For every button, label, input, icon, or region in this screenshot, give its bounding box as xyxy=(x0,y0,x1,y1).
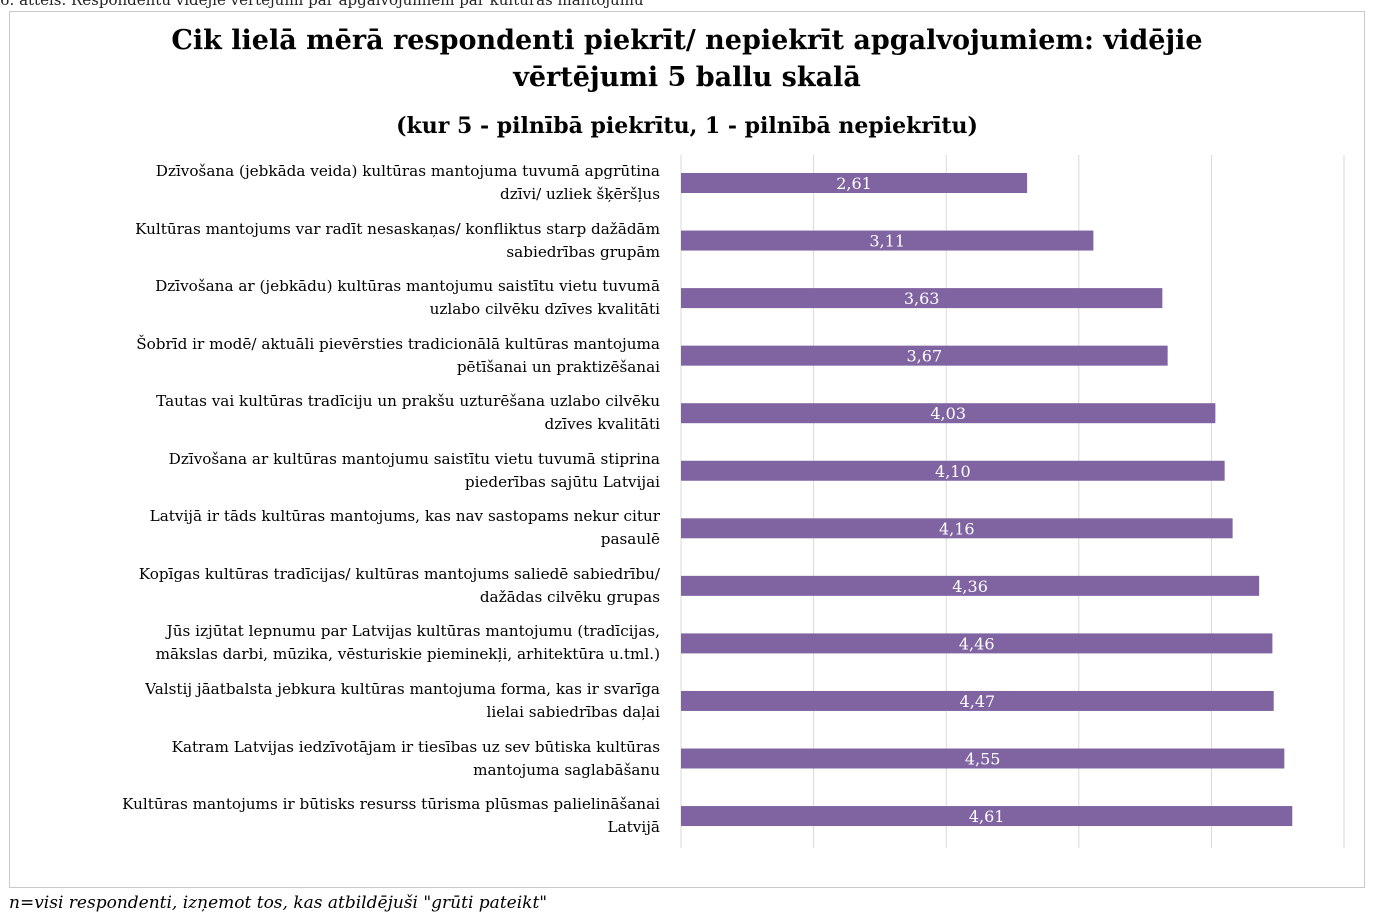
bar-5 xyxy=(681,403,1216,424)
bar-4 xyxy=(681,345,1168,366)
bar-value-label-12: 4,61 xyxy=(969,807,1005,826)
category-label-line: Valstij jāatbalsta jebkura kultūras mant… xyxy=(145,679,660,698)
category-label-line: Tautas vai kultūras tradīciju un prakšu … xyxy=(156,392,660,411)
category-label-12: Kultūras mantojums ir būtisks resurss tū… xyxy=(20,793,660,839)
bar-9 xyxy=(681,633,1273,654)
bar-value-label-2: 3,11 xyxy=(869,232,905,251)
bar-value-label-11: 4,55 xyxy=(965,750,1001,769)
category-label-line: mākslas darbi, mūzika, vēsturiskie piemi… xyxy=(155,645,660,664)
category-label-line: Latvijā xyxy=(607,818,660,837)
category-label-line: lielai sabiedrības daļai xyxy=(486,702,661,721)
bar-8 xyxy=(681,575,1260,596)
category-label-7: Latvijā ir tāds kultūras mantojums, kas … xyxy=(20,505,660,551)
chart-frame xyxy=(9,11,1365,888)
category-label-line: piederības sajūtu Latvijai xyxy=(464,472,660,491)
bar-2 xyxy=(681,230,1094,251)
bar-value-label-7: 4,16 xyxy=(939,519,975,538)
bar-value-label-3: 3,63 xyxy=(904,289,940,308)
category-label-line: Šobrīd ir modē/ aktuāli pievērsties trad… xyxy=(136,334,660,353)
category-label-11: Katram Latvijas iedzīvotājam ir tiesības… xyxy=(20,736,660,782)
bar-value-label-1: 2,61 xyxy=(836,174,872,193)
bar-12 xyxy=(681,806,1293,827)
category-label-line: dzīvi/ uzliek šķēršļus xyxy=(500,185,660,203)
bar-value-label-5: 4,03 xyxy=(930,404,966,423)
category-label-line: dzīves kvalitāti xyxy=(544,415,660,434)
category-label-line: Kopīgas kultūras tradīcijas/ kultūras ma… xyxy=(138,564,660,583)
bar-10 xyxy=(681,690,1274,711)
category-label-line: Jūs izjūtat lepnumu par Latvijas kultūra… xyxy=(166,622,660,641)
bar-11 xyxy=(681,748,1285,769)
bar-3 xyxy=(681,288,1163,309)
chart-title: Cik lielā mērā respondenti piekrīt/ nepi… xyxy=(0,22,1374,96)
category-label-line: Kultūras mantojums var radīt nesaskaņas/… xyxy=(135,219,660,238)
category-label-line: sabiedrības grupām xyxy=(506,242,660,261)
bar-value-label-8: 4,36 xyxy=(952,577,988,596)
category-label-2: Kultūras mantojums var radīt nesaskaņas/… xyxy=(20,218,660,264)
category-label-10: Valstij jāatbalsta jebkura kultūras mant… xyxy=(20,678,660,724)
chart-title-line-2: vērtējumi 5 ballu skalā xyxy=(513,62,861,93)
bar-value-label-6: 4,10 xyxy=(935,462,971,481)
top-caption: 6. attēls. Respondentu vidējie vērtējumi… xyxy=(0,0,644,9)
category-label-line: Dzīvošana (jebkāda veida) kultūras manto… xyxy=(155,162,660,180)
category-label-6: Dzīvošana ar kultūras mantojumu saistītu… xyxy=(20,448,660,494)
category-label-line: dažādas cilvēku grupas xyxy=(479,587,660,606)
bar-value-label-10: 4,47 xyxy=(960,692,996,711)
category-label-5: Tautas vai kultūras tradīciju un prakšu … xyxy=(20,390,660,436)
category-label-line: Latvijā ir tāds kultūras mantojums, kas … xyxy=(149,507,660,526)
category-label-line: mantojuma saglabāšanu xyxy=(473,760,660,779)
category-label-line: Kultūras mantojums ir būtisks resurss tū… xyxy=(122,795,660,814)
bar-7 xyxy=(681,518,1233,539)
bar-1 xyxy=(681,173,1028,193)
bar-value-label-4: 3,67 xyxy=(907,347,943,366)
category-label-3: Dzīvošana ar (jebkādu) kultūras mantojum… xyxy=(20,275,660,321)
category-label-line: uzlabo cilvēku dzīves kvalitāti xyxy=(429,300,660,319)
category-label-line: Dzīvošana ar kultūras mantojumu saistītu… xyxy=(168,449,660,468)
category-label-1: Dzīvošana (jebkāda veida) kultūras manto… xyxy=(20,160,660,206)
category-label-line: pasaulē xyxy=(600,530,660,549)
bar-value-label-9: 4,46 xyxy=(959,634,995,653)
category-label-9: Jūs izjūtat lepnumu par Latvijas kultūra… xyxy=(20,620,660,666)
category-label-8: Kopīgas kultūras tradīcijas/ kultūras ma… xyxy=(20,563,660,609)
category-label-line: Dzīvošana ar (jebkādu) kultūras mantojum… xyxy=(155,277,660,296)
category-label-4: Šobrīd ir modē/ aktuāli pievērsties trad… xyxy=(20,333,660,379)
category-label-line: pētīšanai un praktizēšanai xyxy=(456,357,660,376)
footnote: n=visi respondenti, izņemot tos, kas atb… xyxy=(9,893,548,913)
chart-title-line-1: Cik lielā mērā respondenti piekrīt/ nepi… xyxy=(171,25,1203,56)
bar-6 xyxy=(681,460,1225,481)
category-label-line: Katram Latvijas iedzīvotājam ir tiesības… xyxy=(171,737,660,756)
chart-subtitle: (kur 5 - pilnībā piekrītu, 1 - pilnībā n… xyxy=(396,113,978,139)
